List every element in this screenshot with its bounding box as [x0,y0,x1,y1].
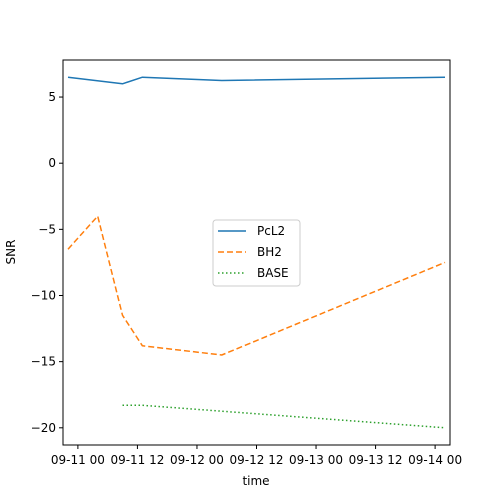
y-tick-label: −10 [31,288,56,302]
x-tick-label: 09-13 00 [289,453,343,467]
series-line-bh2 [67,215,446,356]
series-layer [67,76,446,429]
series-line-pcl2 [67,76,446,85]
legend-label-base: BASE [257,266,289,280]
x-tick-label: 09-13 12 [349,453,403,467]
y-tick-label: 5 [48,90,56,104]
legend-label-pcl2: PcL2 [257,224,285,238]
y-axis: 5 0 −5 −10 −15 −20 [31,90,63,435]
y-tick-label: −20 [31,421,56,435]
x-tick-label: 09-12 00 [170,453,224,467]
x-tick-label: 09-11 12 [110,453,164,467]
x-tick-label: 09-14 00 [408,453,462,467]
y-axis-label: SNR [4,240,18,265]
y-tick-label: −15 [31,355,56,369]
x-tick-label: 09-12 12 [230,453,284,467]
x-axis-label: time [242,474,269,488]
y-tick-label: −5 [38,222,56,236]
legend-box [212,219,301,287]
x-axis: 09-11 00 09-11 12 09-12 00 09-12 12 09-13 00… [51,445,462,467]
legend-label-bh2: BH2 [257,245,282,259]
legend: PcL2 BH2 BASE [212,219,301,287]
x-tick-label: 09-11 00 [51,453,105,467]
y-tick-label: 0 [48,156,56,170]
